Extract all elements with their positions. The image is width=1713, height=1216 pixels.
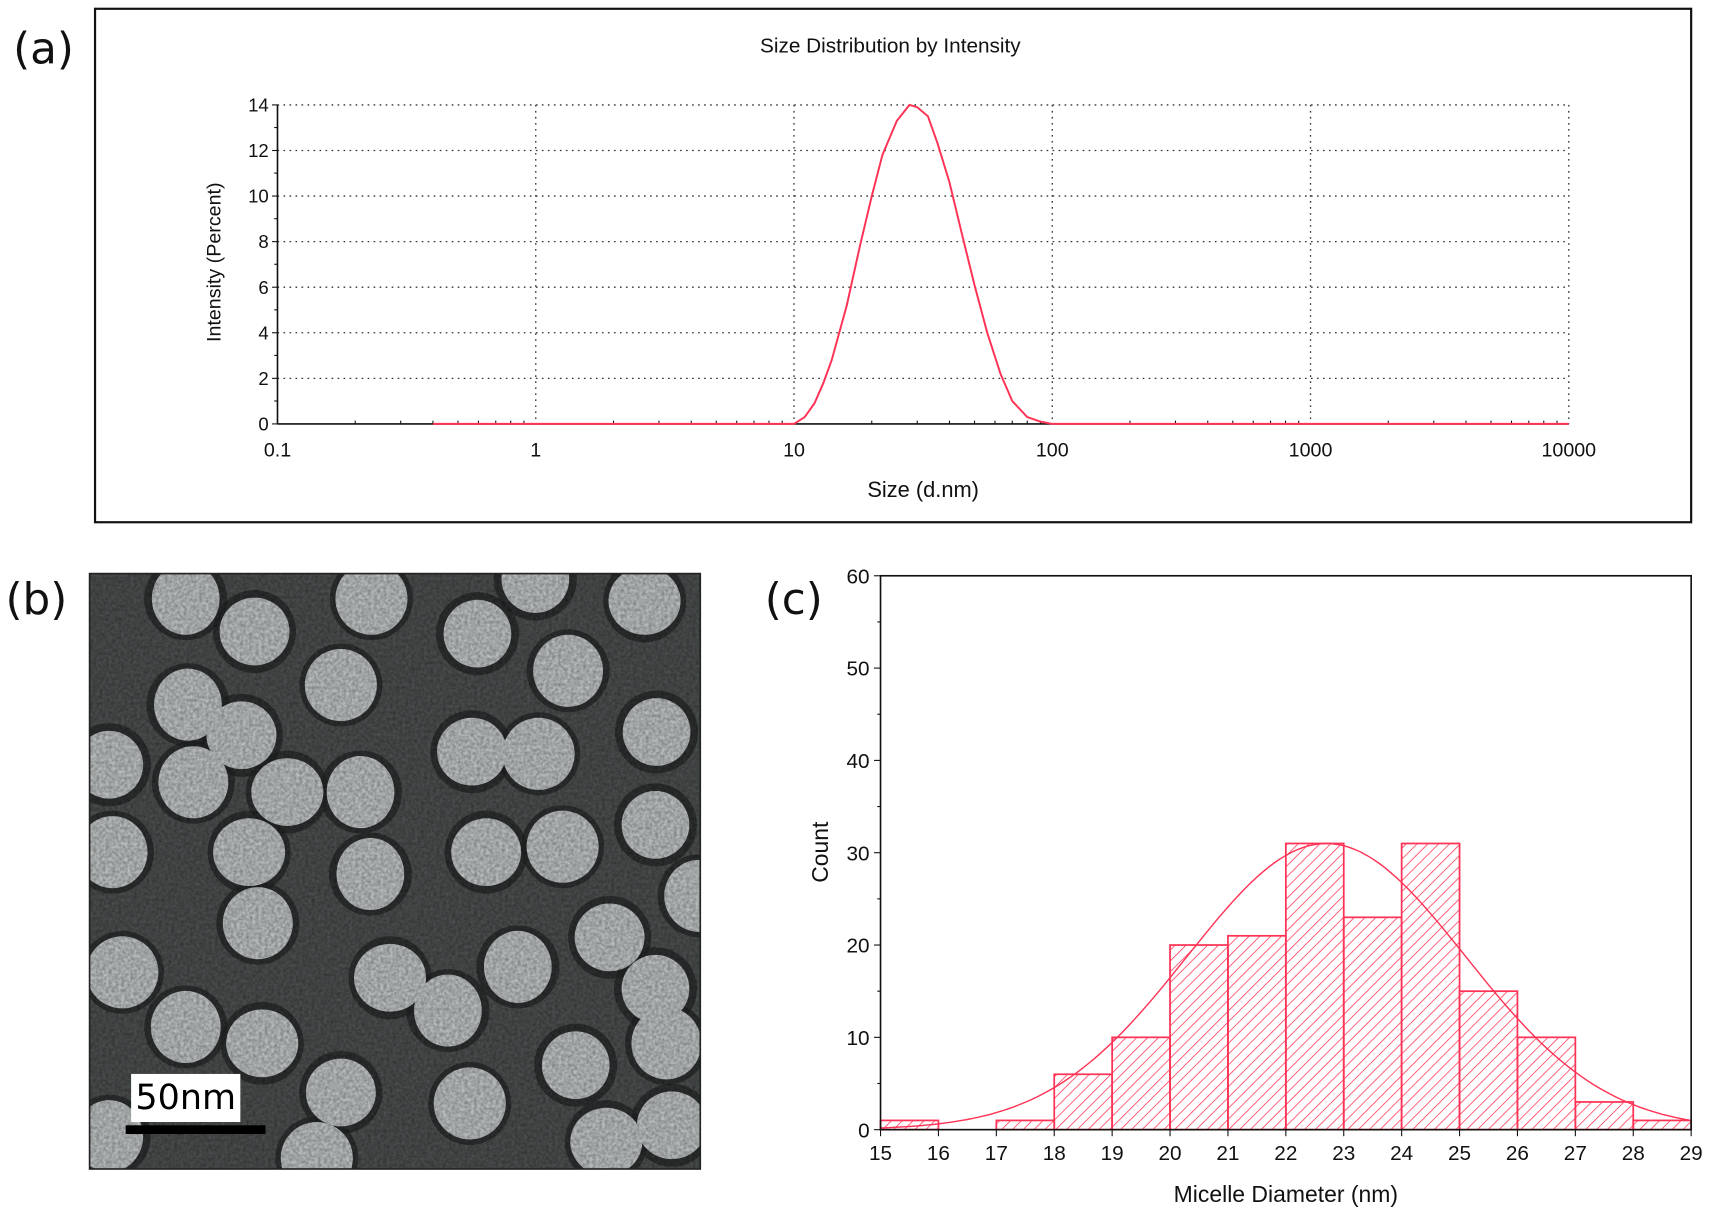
histogram-x-tick-label: 16: [927, 1142, 950, 1165]
histogram-x-axis-label: Micelle Diameter (nm): [1174, 1181, 1398, 1207]
histogram-bar: [1342, 916, 1403, 1131]
dls-y-tick-label: 14: [248, 94, 269, 115]
histogram-bars: [879, 842, 1693, 1131]
histogram-ticks: [873, 575, 1692, 1137]
dls-y-tick-label: 8: [258, 231, 268, 252]
panel-label-b: (b): [5, 574, 67, 625]
gaussian-fit-line: [880, 842, 1692, 1129]
dls-x-axis-label: Size (d.nm): [867, 477, 979, 502]
histogram-y-tick-label: 40: [847, 750, 870, 773]
histogram-y-tick-label: 10: [847, 1027, 870, 1050]
panel-label-a: (a): [13, 23, 74, 74]
histogram-x-tick-label: 27: [1564, 1142, 1587, 1165]
dls-y-tick-label: 12: [248, 140, 269, 161]
histogram-x-tick-label: 24: [1390, 1142, 1413, 1165]
histogram-x-tick-label: 22: [1274, 1142, 1297, 1165]
scale-bar-label-box: [131, 1073, 241, 1123]
dls-y-axis-label: Intensity (Percent): [204, 182, 226, 342]
dls-x-tick-label: 1: [530, 440, 541, 462]
histogram-x-tick-label: 29: [1680, 1142, 1703, 1165]
dls-grid: [277, 104, 1570, 424]
histogram-y-tick-label: 20: [847, 935, 870, 958]
histogram-bar: [1111, 1036, 1171, 1131]
dls-x-tick-label: 1000: [1289, 440, 1333, 462]
histogram-y-tick-label: 30: [847, 842, 870, 865]
dls-y-tick-labels: 0 2 4 6 8 10 12 14: [248, 94, 269, 434]
histogram-x-tick-label: 26: [1506, 1142, 1529, 1165]
dls-x-tick-label: 10000: [1541, 440, 1596, 462]
dls-axes: [272, 104, 1569, 425]
histogram-x-tick-label: 15: [869, 1142, 892, 1165]
histogram-y-tick-labels: 0 10 20 30 40 50 60: [847, 565, 870, 1142]
histogram-x-tick-label: 25: [1448, 1142, 1471, 1165]
histogram-x-tick-label: 17: [985, 1142, 1008, 1165]
histogram-x-tick-label: 18: [1043, 1142, 1066, 1165]
histogram-bar: [1574, 1101, 1635, 1131]
histogram-bar: [995, 1119, 1056, 1131]
histogram-x-tick-label: 19: [1101, 1142, 1124, 1165]
histogram-x-tick-labels: 15 16 17 18 19 20 21 22 23 24 25 26 27 28 29: [869, 1142, 1703, 1165]
dls-x-tick-label: 10: [783, 440, 805, 462]
dls-series-line: [432, 103, 1569, 425]
histogram-bar: [1516, 1036, 1577, 1131]
dls-x-tick-labels: 0.1 1 10 100 1000 10000: [264, 440, 1596, 462]
histogram-bar: [1284, 842, 1345, 1131]
tem-image: 50nm: [88, 572, 702, 1170]
scale-bar-label: 50nm: [135, 1078, 236, 1118]
dls-y-tick-label: 10: [248, 186, 269, 207]
histogram-x-tick-label: 21: [1216, 1142, 1239, 1165]
histogram-y-tick-label: 0: [858, 1119, 870, 1142]
dls-y-tick-label: 6: [258, 277, 268, 298]
histogram-x-tick-label: 23: [1332, 1142, 1355, 1165]
dls-y-tick-label: 0: [258, 413, 268, 434]
histogram-y-axis-label: Count: [807, 821, 833, 883]
histogram-bar: [1458, 990, 1519, 1131]
dls-frame: [93, 7, 1693, 524]
histogram-chart: 15 16 17 18 19 20 21 22 23 24 25 26 27 28 29 0 10 20 30 40…: [807, 565, 1703, 1206]
histogram-bar: [1169, 944, 1229, 1131]
scale-bar: [125, 1125, 266, 1135]
histogram-bar: [1227, 934, 1287, 1131]
dls-title: Size Distribution by Intensity: [760, 34, 1021, 57]
histogram-x-tick-label: 20: [1158, 1142, 1181, 1165]
histogram-y-tick-label: 50: [847, 658, 870, 681]
histogram-bar: [1632, 1119, 1693, 1131]
histogram-x-tick-label: 28: [1622, 1142, 1645, 1165]
panel-label-c: (c): [765, 574, 823, 625]
histogram-bar: [1400, 842, 1461, 1131]
dls-y-tick-label: 4: [258, 322, 268, 343]
dls-x-tick-label: 0.1: [264, 440, 291, 462]
dls-chart: Size Distribution by Intensity 0.1 1 10 100…: [93, 7, 1693, 524]
dls-x-tick-label: 100: [1036, 440, 1069, 462]
dls-y-tick-label: 2: [258, 368, 268, 389]
histogram-y-tick-label: 60: [847, 565, 870, 588]
